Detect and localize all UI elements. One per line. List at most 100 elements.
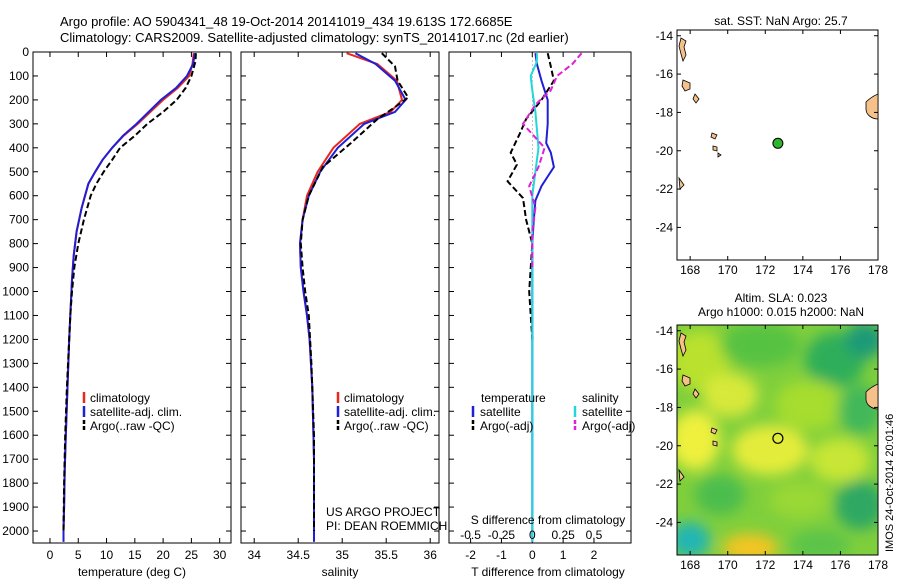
y-tick-label: -22 [656, 477, 674, 491]
y-tick-label: 0 [22, 45, 29, 59]
temperature-ticks: 0 5 10 15 20 25 300100200300400500600700800900… [2, 45, 231, 562]
island-vanuatu-mid [681, 374, 691, 387]
x-tick-label: 34 [248, 548, 262, 562]
credit-pi: PI: DEAN ROEMMICH [326, 519, 447, 533]
x-tick-label: 20 [156, 548, 170, 562]
y-tick-label: 300 [9, 117, 29, 131]
salinity-ticks: 34 34.5 35 35.5 36 [241, 51, 439, 562]
temperature-lines [62, 53, 197, 542]
sla-map-ticks: 168 170 172 174 176 178 -14 -16 -18 -20 -22 -24 [656, 324, 889, 572]
legend-label-t-argo: Argo(-adj) [480, 419, 533, 433]
salinity-lines [298, 52, 410, 542]
location-map-ticks: 168 170 172 174 176 178 -14 -16 -18 -20 -22 -24 [656, 29, 889, 277]
difference-xlabel: T difference from climatology [471, 565, 625, 579]
sla-map: Altim. SLA: 0.023 Argo h1000: 0.015 h200… [656, 291, 889, 572]
y-tick-label: 400 [9, 141, 29, 155]
difference-xlabel-top: S difference from climatology [471, 513, 626, 527]
x-tick-label: 174 [793, 558, 813, 572]
series-line-argo-raw-qc- [299, 52, 410, 531]
island-fiji [865, 383, 878, 410]
s-tick-label: -0.5 [460, 528, 481, 542]
temperature-legend: climatology satellite-adj. clim. Argo(..… [82, 391, 182, 433]
x-tick-label: 176 [830, 558, 850, 572]
figure-title-line2: Climatology: CARS2009. Satellite-adjuste… [60, 30, 569, 45]
y-tick-label: -14 [656, 324, 674, 338]
s-difference-ticks: -0.5 -0.25 0 0.25 0.5 [460, 52, 603, 542]
location-map: sat. SST: NaN Argo: 25.7 168 170 172 174 176… [656, 14, 889, 277]
x-tick-label: 1 [560, 548, 567, 562]
float-position-marker [772, 432, 784, 444]
y-tick-label: 700 [9, 213, 29, 227]
figure-title-line1: Argo profile: AO 5904341_48 19-Oct-2014 … [60, 14, 513, 29]
x-tick-label: 36 [424, 548, 438, 562]
x-tick-label: 0 [47, 548, 54, 562]
island-loyalty-1 [712, 440, 718, 447]
float-position-marker [772, 137, 784, 149]
series-line-salinity-satellite [529, 53, 540, 542]
x-tick-label: 35.5 [375, 548, 399, 562]
y-tick-label: 1300 [2, 356, 29, 370]
temperature-panel: 0 5 10 15 20 25 300100200300400500600700800900… [2, 45, 232, 579]
legend-label-satellite: satellite-adj. clim. [90, 405, 182, 419]
x-tick-label: 176 [830, 263, 850, 277]
y-tick-label: 800 [9, 237, 29, 251]
y-tick-label: 1800 [2, 476, 29, 490]
y-tick-label: 1900 [2, 500, 29, 514]
legend-label-t-satellite: satellite [480, 405, 521, 419]
x-tick-label: 25 [185, 548, 199, 562]
x-tick-label: -2 [465, 548, 476, 562]
y-tick-label: -18 [656, 105, 674, 119]
location-map-title: sat. SST: NaN Argo: 25.7 [714, 14, 848, 28]
x-tick-label: 174 [793, 263, 813, 277]
y-tick-label: 600 [9, 189, 29, 203]
y-tick-label: -14 [656, 29, 674, 43]
legend-label-argo: Argo(..raw -QC) [344, 419, 429, 433]
x-tick-label: 170 [718, 263, 738, 277]
y-tick-label: 1400 [2, 380, 29, 394]
x-tick-label: 10 [100, 548, 114, 562]
y-tick-label: 1700 [2, 452, 29, 466]
s-tick-label: -0.25 [488, 528, 516, 542]
x-tick-label: 172 [755, 558, 775, 572]
x-tick-label: 15 [128, 548, 142, 562]
y-tick-label: 1500 [2, 404, 29, 418]
island-newcal [678, 176, 685, 190]
legend-label-satellite: satellite-adj. clim. [344, 405, 436, 419]
y-tick-label: 100 [9, 69, 29, 83]
island-newcal [678, 468, 685, 482]
island-anatom [710, 427, 718, 435]
legend-header-salinity: salinity [582, 391, 619, 405]
sla-map-title-line1: Altim. SLA: 0.023 [735, 291, 828, 305]
island-loyalty-2 [717, 152, 722, 158]
island-vanuatu-south [692, 388, 700, 399]
series-line-salinity-argo-adj- [521, 52, 583, 268]
y-tick-label: -20 [656, 144, 674, 158]
difference-axes-box [448, 51, 632, 544]
x-tick-label: 35 [336, 548, 350, 562]
y-tick-label: 200 [9, 93, 29, 107]
x-tick-label: 168 [680, 263, 700, 277]
x-tick-label: 30 [213, 548, 227, 562]
y-tick-label: 1600 [2, 428, 29, 442]
credit-project: US ARGO PROJECT [326, 505, 441, 519]
x-tick-label: 178 [868, 263, 888, 277]
s-tick-label: 0.25 [551, 528, 575, 542]
x-tick-label: 178 [868, 558, 888, 572]
legend-label-climatology: climatology [90, 391, 150, 405]
y-tick-label: -24 [656, 220, 674, 234]
salinity-axes-box [240, 51, 440, 544]
s-tick-label: 0.5 [586, 528, 603, 542]
difference-lines [506, 52, 583, 543]
y-tick-label: -16 [656, 67, 674, 81]
y-tick-label: -20 [656, 439, 674, 453]
x-tick-label: 5 [75, 548, 82, 562]
x-tick-label: 0 [529, 548, 536, 562]
difference-panel: -2 -1 0 1 2 S difference from climatology -0… [448, 51, 635, 579]
imos-timestamp: IMOS 24-Oct-2014 20:01:46 [884, 414, 896, 552]
island-loyalty-1 [712, 145, 718, 152]
island-vanuatu-mid [681, 79, 691, 92]
legend-label-s-argo: Argo(-adj) [582, 419, 635, 433]
y-tick-label: -18 [656, 400, 674, 414]
y-tick-label: 2000 [2, 524, 29, 538]
